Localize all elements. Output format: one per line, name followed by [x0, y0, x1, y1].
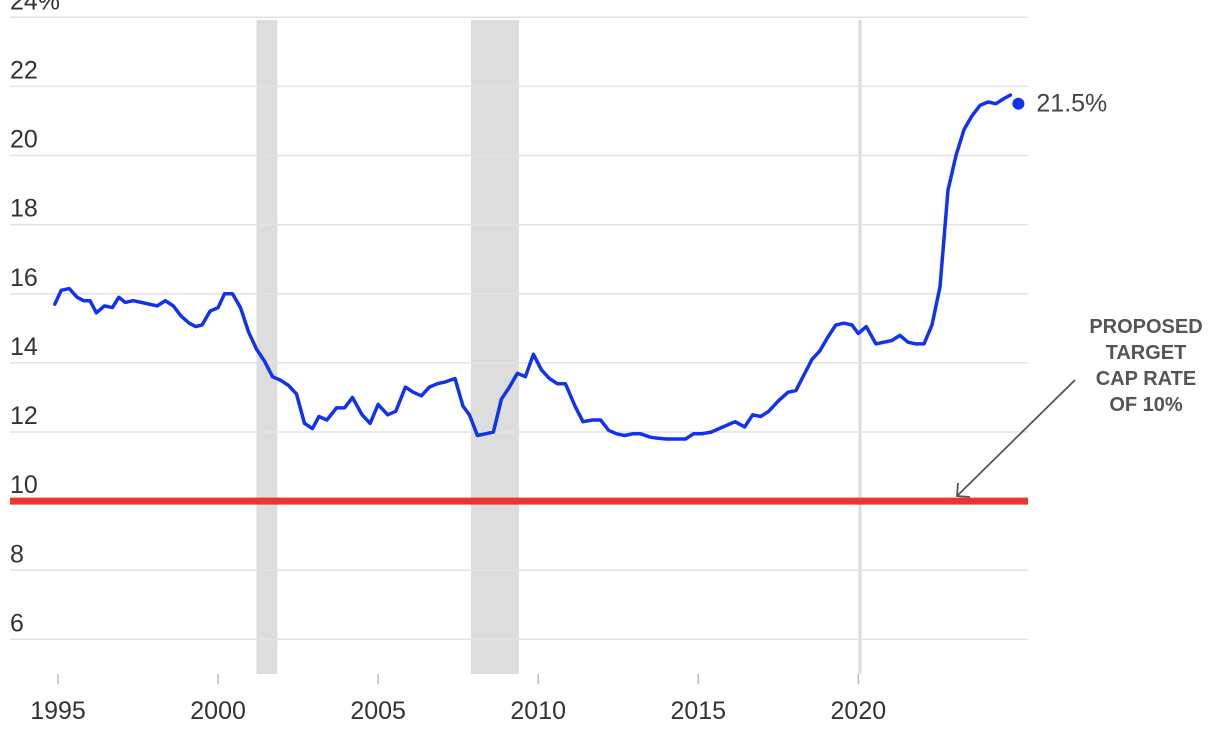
y-tick-label-14: 14 — [10, 333, 38, 361]
arrow-head — [956, 482, 971, 498]
x-tick-label-2000: 2000 — [190, 697, 246, 725]
annotation-line-1: TARGET — [1106, 342, 1187, 364]
x-tick-label-2010: 2010 — [510, 697, 566, 725]
recession-band-0 — [256, 20, 278, 674]
y-tick-label-10: 10 — [10, 471, 38, 499]
annotation: PROPOSED TARGET CAP RATE OF 10% — [1089, 316, 1202, 416]
recession-band-2 — [858, 20, 862, 674]
y-axis-ticks: 6 8 10 12 14 16 18 20 22 24% — [10, 0, 60, 637]
x-axis-ticks: 1995 2000 2005 2010 2015 2020 — [30, 674, 886, 725]
y-tick-label-22: 22 — [10, 56, 38, 84]
y-tick-label-6: 6 — [10, 609, 24, 637]
end-value-label: 21.5% — [1036, 90, 1107, 118]
y-tick-label-20: 20 — [10, 126, 38, 154]
recession-bands — [256, 20, 862, 674]
y-tick-label-18: 18 — [10, 195, 38, 223]
end-point-marker — [1012, 97, 1025, 110]
annotation-line-2: CAP RATE — [1096, 368, 1196, 390]
arrow-shaft — [956, 379, 1076, 497]
series-line — [53, 93, 1013, 441]
y-tick-label-24: 24% — [10, 0, 60, 15]
y-tick-label-12: 12 — [10, 402, 38, 430]
recession-band-1 — [470, 20, 519, 674]
annotation-line-0: PROPOSED — [1089, 316, 1202, 338]
annotation-line-3: OF 10% — [1109, 394, 1183, 416]
x-tick-label-2005: 2005 — [350, 697, 406, 725]
y-tick-label-16: 16 — [10, 264, 38, 292]
x-tick-label-2020: 2020 — [831, 697, 887, 725]
annotation-arrow — [956, 379, 1076, 498]
y-tick-label-8: 8 — [10, 540, 24, 568]
x-tick-label-2015: 2015 — [670, 697, 726, 725]
x-tick-label-1995: 1995 — [30, 697, 86, 725]
